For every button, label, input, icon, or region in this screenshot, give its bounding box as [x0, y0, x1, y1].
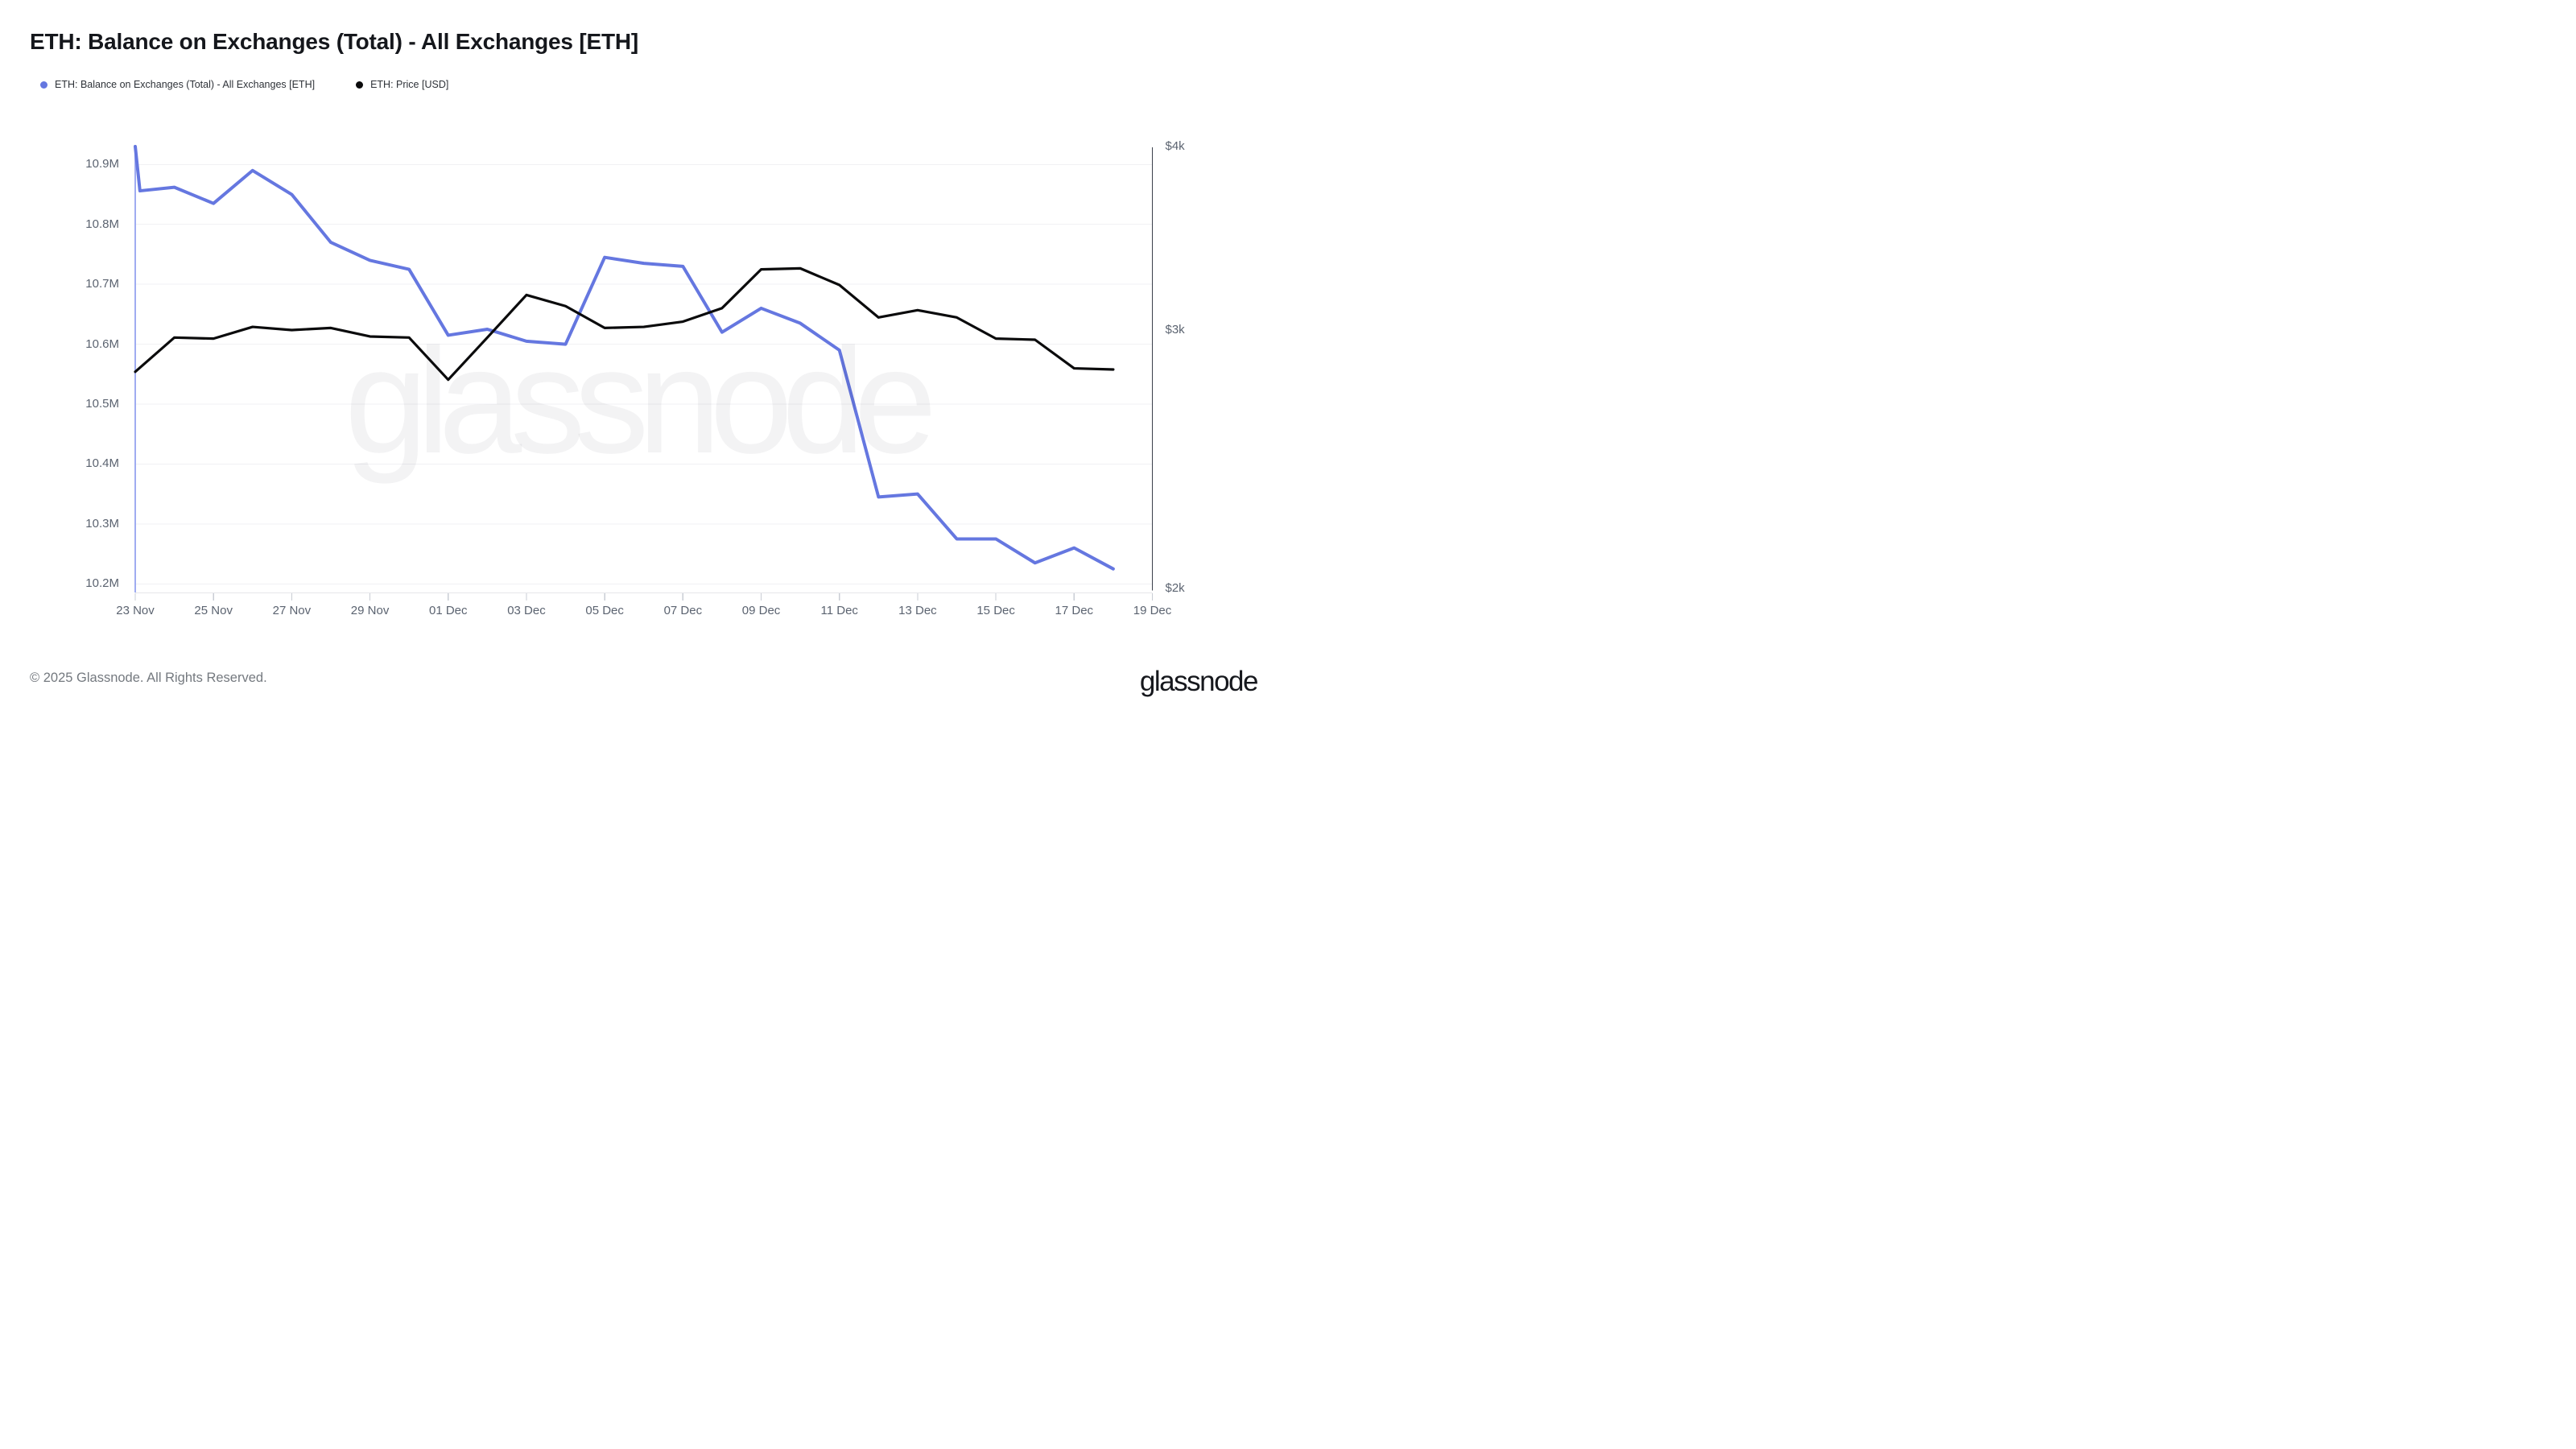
- x-axis-label: 15 Dec: [976, 604, 1015, 617]
- chart-plot-area[interactable]: 10.9M 10.8M 10.7M 10.6M 10.5M 10.4M 10.3M 10.2M…: [0, 0, 1288, 724]
- y-axis-label-left: 10.2M: [85, 576, 119, 591]
- x-axis-label: 19 Dec: [1133, 604, 1172, 617]
- x-axis-label: 07 Dec: [663, 604, 703, 617]
- legend-dot-balance: [40, 80, 47, 89]
- page-title: ETH: Balance on Exchanges (Total) - All …: [30, 29, 639, 54]
- y-axis-label-left: 10.5M: [85, 397, 119, 411]
- x-axis-label: 01 Dec: [429, 604, 468, 617]
- legend-item-balance[interactable]: ETH: Balance on Exchanges (Total) - All …: [40, 79, 315, 90]
- x-axis-label: 23 Nov: [116, 604, 155, 617]
- legend-label: ETH: Price [USD]: [370, 79, 449, 90]
- x-axis-label: 13 Dec: [898, 604, 937, 617]
- legend-dot-price: [356, 80, 364, 89]
- chart-canvas: [134, 145, 1154, 601]
- x-axis-label: 17 Dec: [1055, 604, 1094, 617]
- legend-label: ETH: Balance on Exchanges (Total) - All …: [55, 79, 316, 90]
- x-axis-label: 25 Nov: [194, 604, 233, 617]
- x-axis-label: 03 Dec: [507, 604, 546, 617]
- y-axis-label-left: 10.9M: [85, 157, 119, 171]
- y-axis-label-right: $3k: [1165, 323, 1185, 337]
- x-axis-label: 09 Dec: [741, 604, 781, 617]
- y-axis-label-left: 10.7M: [85, 277, 119, 291]
- x-axis-label: 05 Dec: [585, 604, 624, 617]
- x-axis-label: 11 Dec: [820, 604, 858, 617]
- y-axis-label-right: $2k: [1165, 580, 1185, 595]
- chart-legend: ETH: Balance on Exchanges (Total) - All …: [40, 79, 448, 90]
- y-axis-label-left: 10.8M: [85, 217, 119, 231]
- x-axis-label: 27 Nov: [272, 604, 312, 617]
- glassnode-logo: glassnode: [1139, 666, 1259, 697]
- y-axis-label-right: $4k: [1165, 139, 1185, 154]
- balance-line: [134, 145, 1115, 571]
- footer-copyright: © 2025 Glassnode. All Rights Reserved.: [30, 671, 267, 685]
- y-axis-label-left: 10.6M: [85, 336, 119, 351]
- legend-item-price[interactable]: ETH: Price [USD]: [356, 79, 448, 90]
- x-axis-label: 29 Nov: [350, 604, 390, 617]
- y-axis-label-left: 10.4M: [85, 456, 119, 471]
- y-axis-label-left: 10.3M: [85, 516, 119, 530]
- price-line: [134, 266, 1115, 382]
